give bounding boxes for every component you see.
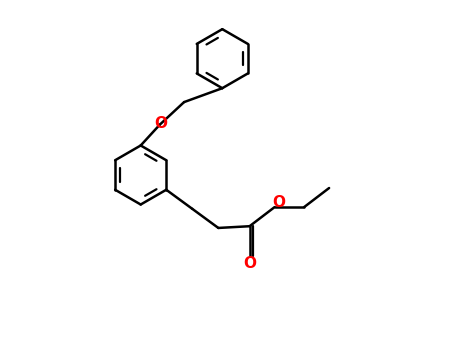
Text: O: O xyxy=(243,256,256,271)
Text: O: O xyxy=(154,117,167,132)
Text: O: O xyxy=(272,195,285,210)
